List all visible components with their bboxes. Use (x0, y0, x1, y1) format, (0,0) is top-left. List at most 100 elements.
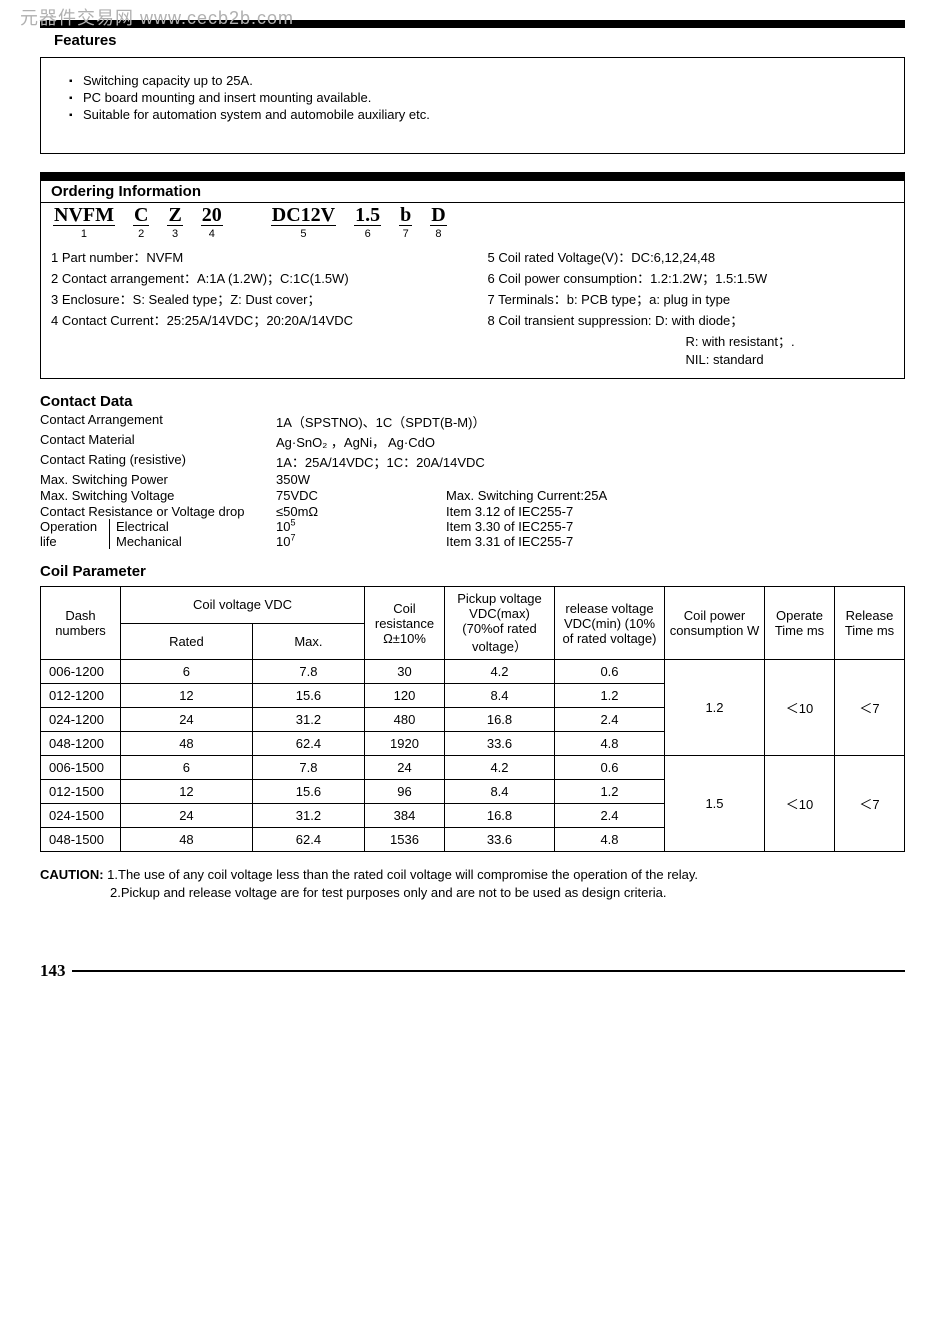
coil-th-operate: Operate Time ms (765, 587, 835, 660)
contact-label: Max. Switching Power (40, 472, 276, 487)
coil-cell: 6 (121, 756, 253, 780)
ordering-topbar (40, 172, 905, 180)
coil-th-power: Coil power consumption W (665, 587, 765, 660)
caution-line: 1.The use of any coil voltage less than … (107, 867, 698, 882)
coil-cell: 62.4 (252, 828, 364, 852)
ordering-right-col: 5 Coil rated Voltage(V)：DC:6,12,24,48 6 … (488, 246, 895, 368)
coil-th-dash: Dash numbers (41, 587, 121, 660)
coil-cell: 8.4 (445, 684, 555, 708)
coil-cell: 024-1500 (41, 804, 121, 828)
coil-row: 006-120067.8304.20.61.2＜10＜7 (41, 660, 905, 684)
operation-life: Operationlife Electrical 105 Item 3.30 o… (40, 519, 905, 549)
coil-th-release: release voltage VDC(min) (10% of rated v… (555, 587, 665, 660)
ordering-line: 2 Contact arrangement：A:1A (1.2W)；C:1C(1… (51, 267, 458, 288)
coil-cell: 048-1500 (41, 828, 121, 852)
coil-cell: 2.4 (555, 804, 665, 828)
features-list: Switching capacity up to 25A. PC board m… (69, 72, 894, 123)
contact-data-grid: Contact Arrangement 1A（SPSTNO)、1C（SPDT(B… (40, 412, 905, 519)
oplife-value: 107 (276, 534, 446, 549)
ordering-left-col: 1 Part number：NVFM 2 Contact arrangement… (51, 246, 458, 368)
coil-row: 006-150067.8244.20.61.5＜10＜7 (41, 756, 905, 780)
coil-cell: 96 (365, 780, 445, 804)
ordering-line: 4 Contact Current：25:25A/14VDC；20:20A/14… (51, 309, 458, 330)
coil-cell: 12 (121, 684, 253, 708)
ordering-line: 8 Coil transient suppression: D: with di… (488, 309, 895, 330)
ordering-code: NVFM1 C2 Z3 204 DC12V5 1.56 b7 D8 (51, 205, 894, 240)
ordering-title: Ordering Information (41, 181, 904, 203)
contact-value: Ag·SnO₂ ，AgNi， Ag·CdO (276, 432, 905, 451)
coil-cell: 0.6 (555, 756, 665, 780)
coil-cell: 16.8 (445, 804, 555, 828)
coil-cell: 33.6 (445, 828, 555, 852)
coil-cell: 012-1500 (41, 780, 121, 804)
oplife-value: 105 (276, 519, 446, 534)
contact-value: ≤50mΩ (276, 504, 446, 519)
contact-value: 350W (276, 472, 905, 487)
ordering-box: Ordering Information NVFM1 C2 Z3 204 DC1… (40, 180, 905, 379)
ordering-content: NVFM1 C2 Z3 204 DC12V5 1.56 b7 D8 1 Part… (41, 203, 904, 378)
coil-th-release-time: Release Time ms (835, 587, 905, 660)
ordering-line: 7 Terminals：b: PCB type；a: plug in type (488, 288, 895, 309)
coil-cell: 024-1200 (41, 708, 121, 732)
coil-cell: 006-1500 (41, 756, 121, 780)
oplife-extra: Item 3.30 of IEC255-7 (446, 519, 905, 534)
ordering-line: 5 Coil rated Voltage(V)：DC:6,12,24,48 (488, 246, 895, 267)
oplife-kind: Electrical (110, 519, 276, 534)
coil-th-cv: Coil voltage VDC (121, 587, 365, 624)
page-number-rule (72, 970, 906, 972)
coil-cell-merged: 1.5 (665, 756, 765, 852)
code-segment: DC12V5 (271, 205, 336, 240)
coil-cell: 24 (121, 708, 253, 732)
coil-cell: 15.6 (252, 780, 364, 804)
code-segment: b7 (399, 205, 412, 240)
coil-cell: 62.4 (252, 732, 364, 756)
coil-cell-merged: ＜10 (765, 756, 835, 852)
oplife-kind: Mechanical (110, 534, 276, 549)
code-segment: 1.56 (354, 205, 381, 240)
oplife-extra: Item 3.31 of IEC255-7 (446, 534, 905, 549)
coil-cell: 31.2 (252, 804, 364, 828)
coil-cell: 006-1200 (41, 660, 121, 684)
contact-value: 1A：25A/14VDC；1C：20A/14VDC (276, 452, 905, 471)
code-segment: C2 (133, 205, 149, 240)
coil-cell: 24 (365, 756, 445, 780)
coil-cell: 1536 (365, 828, 445, 852)
coil-cell: 16.8 (445, 708, 555, 732)
coil-cell-merged: ＜7 (835, 660, 905, 756)
feature-item: PC board mounting and insert mounting av… (69, 89, 894, 106)
page-number: 143 (40, 961, 72, 981)
caution-line: 2.Pickup and release voltage are for tes… (40, 884, 905, 902)
coil-cell-merged: ＜10 (765, 660, 835, 756)
coil-cell: 4.8 (555, 828, 665, 852)
code-segment: Z3 (167, 205, 182, 240)
watermark-text: 元器件交易网 www.cecb2b.com (20, 4, 294, 30)
contact-extra: Item 3.12 of IEC255-7 (446, 504, 905, 519)
coil-table: Dash numbers Coil voltage VDC Coil resis… (40, 586, 905, 852)
contact-value: 75VDC (276, 488, 446, 503)
coil-cell: 4.8 (555, 732, 665, 756)
coil-cell: 480 (365, 708, 445, 732)
contact-label: Contact Arrangement (40, 412, 276, 431)
coil-th-rated: Rated (121, 623, 253, 660)
coil-cell: 1.2 (555, 780, 665, 804)
coil-cell-merged: 1.2 (665, 660, 765, 756)
coil-cell: 1920 (365, 732, 445, 756)
coil-cell: 4.2 (445, 660, 555, 684)
page-number-row: 143 (40, 961, 905, 981)
caution-block: CAUTION: 1.The use of any coil voltage l… (40, 866, 905, 901)
ordering-line: NIL: standard (488, 351, 895, 368)
ordering-line: 3 Enclosure：S: Sealed type；Z: Dust cover… (51, 288, 458, 309)
coil-cell: 1.2 (555, 684, 665, 708)
coil-cell: 48 (121, 732, 253, 756)
ordering-columns: 1 Part number：NVFM 2 Contact arrangement… (51, 246, 894, 368)
features-title: Features (40, 28, 905, 57)
contact-label: Max. Switching Voltage (40, 488, 276, 503)
coil-cell: 30 (365, 660, 445, 684)
code-segment: D8 (430, 205, 446, 240)
coil-th-pickup: Pickup voltage VDC(max) (70%of rated vol… (445, 587, 555, 660)
contact-label: Contact Rating (resistive) (40, 452, 276, 471)
feature-item: Suitable for automation system and autom… (69, 106, 894, 123)
ordering-line: 6 Coil power consumption：1.2:1.2W；1.5:1.… (488, 267, 895, 288)
coil-th-max: Max. (252, 623, 364, 660)
contact-label: Contact Material (40, 432, 276, 451)
